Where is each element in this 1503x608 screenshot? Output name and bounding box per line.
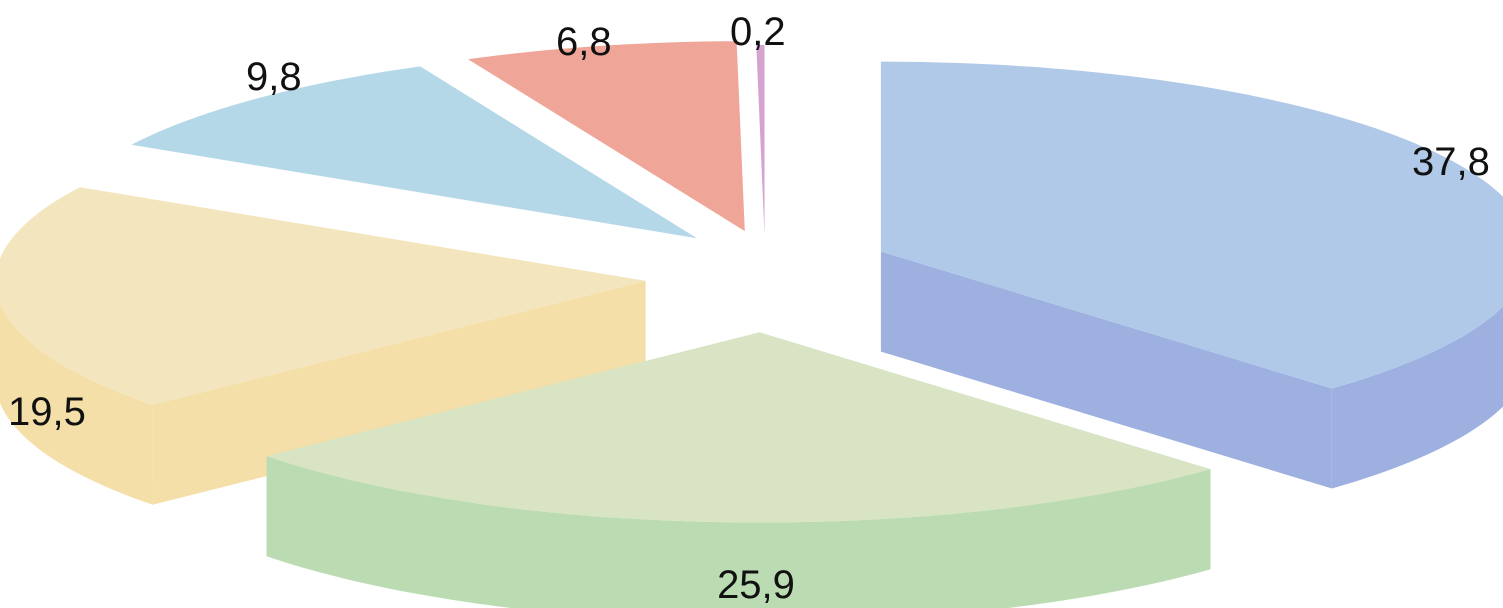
slice-2-top (0, 187, 646, 405)
pie-slices (0, 41, 1503, 608)
slice-0-top (880, 61, 1503, 389)
slice-4-top (468, 41, 745, 232)
slice-1-top (266, 332, 1211, 523)
data-label-25-9: 25,9 (717, 563, 795, 607)
slice-0-side (1331, 306, 1503, 489)
slice-5-top (756, 45, 765, 235)
slice-2-side (0, 302, 153, 505)
data-label-6-8: 6,8 (556, 20, 612, 64)
data-label-0-2: 0,2 (730, 10, 786, 54)
data-label-9-8: 9,8 (246, 55, 302, 99)
slice-1-side (266, 456, 1211, 608)
data-label-19-5: 19,5 (8, 390, 86, 434)
pie-labels: 37,8 25,9 19,5 9,8 6,8 0,2 (8, 10, 1490, 607)
data-label-37-8: 37,8 (1412, 140, 1490, 184)
slice-3-top (131, 66, 697, 239)
slice-2-wall-0 (152, 280, 646, 505)
slice-0-wall-0 (880, 251, 1332, 489)
